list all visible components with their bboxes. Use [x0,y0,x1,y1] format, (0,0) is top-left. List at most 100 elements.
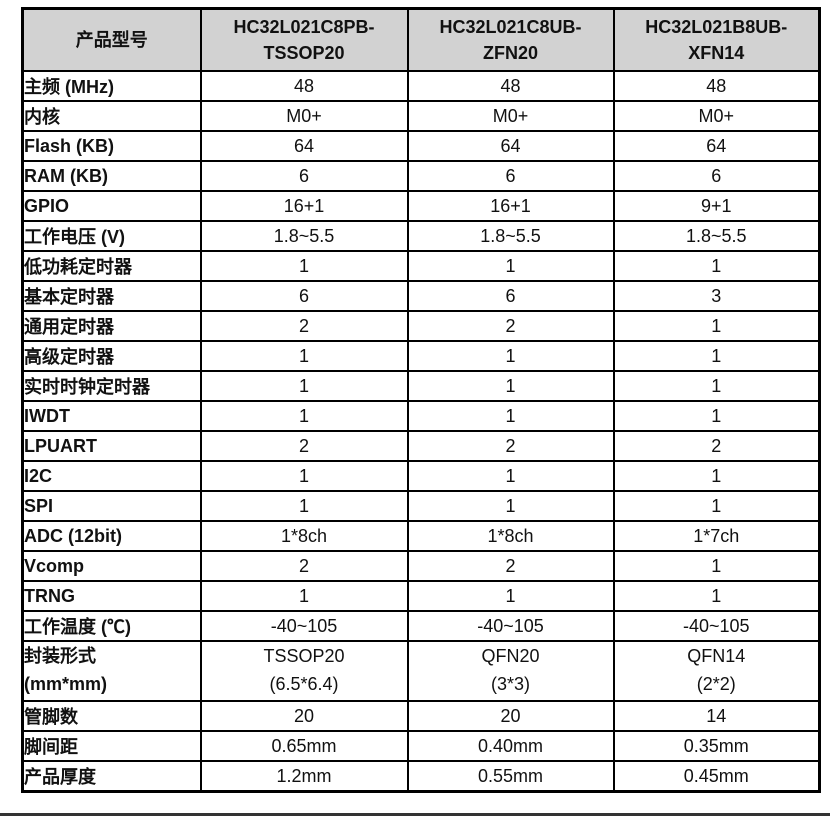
row-label: 产品厚度 [21,760,202,793]
table-header: 产品型号 HC32L021C8PB- TSSOP20 HC32L021C8UB-… [21,7,821,72]
cell-value: 6 [612,160,821,192]
table-row: 脚间距 0.65mm 0.40mm 0.35mm [21,730,821,762]
cell-value: 6 [199,280,409,312]
cell-value: 1 [612,490,821,522]
table-row: 工作电压 (V) 1.8~5.5 1.8~5.5 1.8~5.5 [21,220,821,252]
cell-value: 64 [612,130,821,162]
table-row: GPIO 16+1 16+1 9+1 [21,190,821,222]
row-label: 脚间距 [21,730,202,762]
row-label: 内核 [21,100,202,132]
cell-value: 6 [406,160,615,192]
cell-value: 48 [406,70,615,102]
cell-value: 1 [199,250,409,282]
cell-value: QFN20 (3*3) [406,640,615,702]
cell-value: 1 [199,340,409,372]
cell-value: 2 [406,430,615,462]
cell-value: 14 [612,700,821,732]
table-row: 基本定时器 6 6 3 [21,280,821,312]
cell-value: 2 [199,430,409,462]
column-header-product-2: HC32L021C8UB- ZFN20 [406,7,615,72]
cell-value: 1 [406,400,615,432]
table-row: 封装形式 (mm*mm) TSSOP20 (6.5*6.4) QFN20 (3*3)… [21,640,821,702]
cell-value: 2 [406,310,615,342]
row-label: I2C [21,460,202,492]
row-label: SPI [21,490,202,522]
cell-value: 0.35mm [612,730,821,762]
cell-value: 1 [406,460,615,492]
row-label: Vcomp [21,550,202,582]
cell-value: 1.2mm [199,760,409,793]
cell-value: 2 [612,430,821,462]
row-label: 主频 (MHz) [21,70,202,102]
row-label: RAM (KB) [21,160,202,192]
table-body: 主频 (MHz) 48 48 48 内核 M0+ M0+ M0+ Flash (KB) 64 64 6… [21,70,821,793]
cell-value: 1*8ch [406,520,615,552]
row-label: 高级定时器 [21,340,202,372]
row-label: Flash (KB) [21,130,202,162]
cell-value: 0.40mm [406,730,615,762]
cell-value: 48 [612,70,821,102]
table-row: 通用定时器 2 2 1 [21,310,821,342]
table-row: 主频 (MHz) 48 48 48 [21,70,821,102]
table-row: 管脚数 20 20 14 [21,700,821,732]
cell-value: 1 [612,400,821,432]
cell-value: 16+1 [406,190,615,222]
cell-value: 1 [406,490,615,522]
table-row: 内核 M0+ M0+ M0+ [21,100,821,132]
cell-value: M0+ [406,100,615,132]
cell-value: 64 [406,130,615,162]
cell-value: 2 [199,550,409,582]
table-header-row: 产品型号 HC32L021C8PB- TSSOP20 HC32L021C8UB-… [21,7,821,72]
cell-value: 1 [406,340,615,372]
table-row: IWDT 1 1 1 [21,400,821,432]
row-label: 实时时钟定时器 [21,370,202,402]
cell-value: 6 [406,280,615,312]
cell-value: 1 [612,370,821,402]
cell-value: 1 [199,400,409,432]
cell-value: -40~105 [612,610,821,642]
cell-value: M0+ [199,100,409,132]
cell-value: 1*8ch [199,520,409,552]
cell-value: 1 [612,580,821,612]
table-row: I2C 1 1 1 [21,460,821,492]
table-row: SPI 1 1 1 [21,490,821,522]
cell-value: 1 [406,370,615,402]
table-row: ADC (12bit) 1*8ch 1*8ch 1*7ch [21,520,821,552]
row-label: 工作温度 (℃) [21,610,202,642]
table-row: Vcomp 2 2 1 [21,550,821,582]
cell-value: 16+1 [199,190,409,222]
table-row: 实时时钟定时器 1 1 1 [21,370,821,402]
cell-value: 1*7ch [612,520,821,552]
cell-value: 6 [199,160,409,192]
table-row: TRNG 1 1 1 [21,580,821,612]
table-row: 产品厚度 1.2mm 0.55mm 0.45mm [21,760,821,793]
row-label: 工作电压 (V) [21,220,202,252]
row-label: 低功耗定时器 [21,250,202,282]
row-label: 封装形式 (mm*mm) [21,640,202,702]
cell-value: 0.65mm [199,730,409,762]
column-header-product-3: HC32L021B8UB- XFN14 [612,7,821,72]
cell-value: 20 [406,700,615,732]
cell-value: QFN14 (2*2) [612,640,821,702]
row-label: IWDT [21,400,202,432]
cell-value: 0.45mm [612,760,821,793]
cell-value: TSSOP20 (6.5*6.4) [199,640,409,702]
cell-value: 1.8~5.5 [406,220,615,252]
row-label: 通用定时器 [21,310,202,342]
column-header-product-model: 产品型号 [21,7,202,72]
column-header-product-1: HC32L021C8PB- TSSOP20 [199,7,409,72]
table-row: LPUART 2 2 2 [21,430,821,462]
cell-value: 2 [406,550,615,582]
cell-value: 3 [612,280,821,312]
table-row: 低功耗定时器 1 1 1 [21,250,821,282]
cell-value: -40~105 [406,610,615,642]
cell-value: 64 [199,130,409,162]
cell-value: 1 [406,580,615,612]
cell-value: 1 [406,250,615,282]
cell-value: 1 [612,310,821,342]
table-row: 高级定时器 1 1 1 [21,340,821,372]
cell-value: M0+ [612,100,821,132]
row-label: 管脚数 [21,700,202,732]
cell-value: 1 [199,370,409,402]
cell-value: 1 [199,580,409,612]
